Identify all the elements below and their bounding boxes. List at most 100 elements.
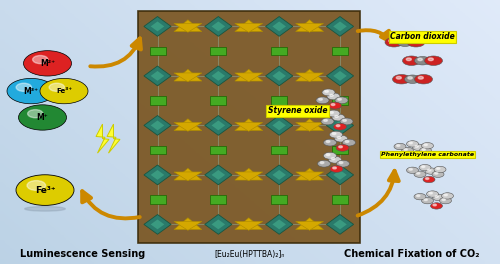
Bar — [271, 96, 287, 105]
Circle shape — [424, 144, 428, 146]
Circle shape — [24, 51, 72, 76]
Circle shape — [327, 93, 340, 100]
Circle shape — [28, 110, 43, 118]
Circle shape — [336, 144, 349, 151]
Circle shape — [406, 141, 418, 147]
Circle shape — [430, 203, 442, 209]
Bar — [271, 195, 287, 204]
Circle shape — [402, 56, 420, 65]
Polygon shape — [150, 170, 164, 180]
Circle shape — [423, 176, 435, 183]
Polygon shape — [296, 20, 324, 32]
Polygon shape — [150, 120, 164, 130]
Circle shape — [27, 181, 46, 190]
Circle shape — [345, 140, 349, 143]
Circle shape — [394, 143, 406, 150]
Circle shape — [385, 37, 403, 47]
Bar — [150, 195, 166, 204]
Polygon shape — [204, 165, 232, 185]
Circle shape — [32, 55, 48, 64]
Text: [Eu₂Eu(HPTTBA)₂]ₙ: [Eu₂Eu(HPTTBA)₂]ₙ — [215, 250, 285, 259]
Polygon shape — [174, 119, 202, 131]
Text: Carbon dioxide: Carbon dioxide — [390, 32, 455, 41]
Circle shape — [435, 196, 438, 197]
Polygon shape — [326, 165, 353, 185]
Circle shape — [416, 172, 420, 174]
Circle shape — [418, 58, 422, 61]
Circle shape — [326, 154, 330, 156]
Polygon shape — [296, 69, 324, 81]
Circle shape — [16, 83, 32, 91]
Polygon shape — [174, 218, 202, 230]
Circle shape — [396, 77, 402, 79]
Text: M⁺: M⁺ — [36, 113, 48, 122]
Circle shape — [332, 114, 345, 121]
Circle shape — [410, 153, 422, 159]
Polygon shape — [174, 172, 202, 181]
Polygon shape — [204, 17, 232, 36]
Circle shape — [414, 56, 430, 65]
Bar — [150, 146, 166, 154]
Bar — [332, 96, 348, 105]
Circle shape — [324, 90, 328, 92]
Polygon shape — [326, 17, 353, 36]
Circle shape — [392, 74, 410, 84]
Polygon shape — [235, 218, 263, 230]
Text: M²⁺: M²⁺ — [40, 59, 55, 68]
Polygon shape — [235, 69, 263, 81]
Polygon shape — [266, 215, 293, 234]
Circle shape — [331, 158, 335, 160]
Circle shape — [324, 119, 328, 121]
Circle shape — [404, 75, 420, 83]
Text: Phenylethylene carbonate: Phenylethylene carbonate — [381, 152, 474, 157]
Text: M³⁺: M³⁺ — [24, 87, 38, 96]
Text: Chemical Fixation of CO₂: Chemical Fixation of CO₂ — [344, 249, 480, 259]
Ellipse shape — [24, 206, 66, 211]
Circle shape — [18, 105, 66, 130]
Bar — [150, 96, 166, 105]
Polygon shape — [333, 170, 347, 180]
Circle shape — [400, 40, 405, 42]
Polygon shape — [174, 69, 202, 81]
Polygon shape — [144, 165, 171, 185]
Polygon shape — [296, 218, 324, 230]
Circle shape — [335, 97, 348, 104]
Circle shape — [16, 175, 74, 205]
Circle shape — [316, 97, 329, 104]
Circle shape — [436, 168, 440, 169]
Polygon shape — [266, 66, 293, 86]
Circle shape — [409, 168, 412, 170]
Circle shape — [432, 171, 444, 177]
Circle shape — [330, 166, 343, 172]
Polygon shape — [333, 219, 347, 229]
Polygon shape — [326, 116, 353, 135]
Circle shape — [428, 58, 434, 61]
Circle shape — [330, 131, 342, 138]
Circle shape — [406, 58, 412, 61]
Bar — [210, 195, 226, 204]
Polygon shape — [333, 120, 347, 130]
Circle shape — [402, 147, 413, 154]
Circle shape — [334, 135, 347, 142]
Circle shape — [334, 123, 346, 130]
Circle shape — [336, 125, 340, 127]
Polygon shape — [296, 23, 324, 32]
Circle shape — [429, 192, 432, 194]
Circle shape — [414, 171, 426, 177]
Circle shape — [397, 38, 413, 46]
Polygon shape — [174, 221, 202, 230]
Polygon shape — [212, 21, 225, 31]
Circle shape — [336, 160, 349, 167]
Polygon shape — [272, 120, 286, 130]
Circle shape — [442, 193, 454, 199]
Circle shape — [442, 199, 446, 201]
Circle shape — [334, 115, 338, 117]
Circle shape — [414, 194, 426, 200]
Circle shape — [422, 143, 434, 149]
Circle shape — [426, 178, 429, 180]
Polygon shape — [272, 219, 286, 229]
Circle shape — [338, 146, 342, 148]
Polygon shape — [296, 221, 324, 230]
Polygon shape — [266, 116, 293, 135]
Circle shape — [412, 144, 424, 150]
